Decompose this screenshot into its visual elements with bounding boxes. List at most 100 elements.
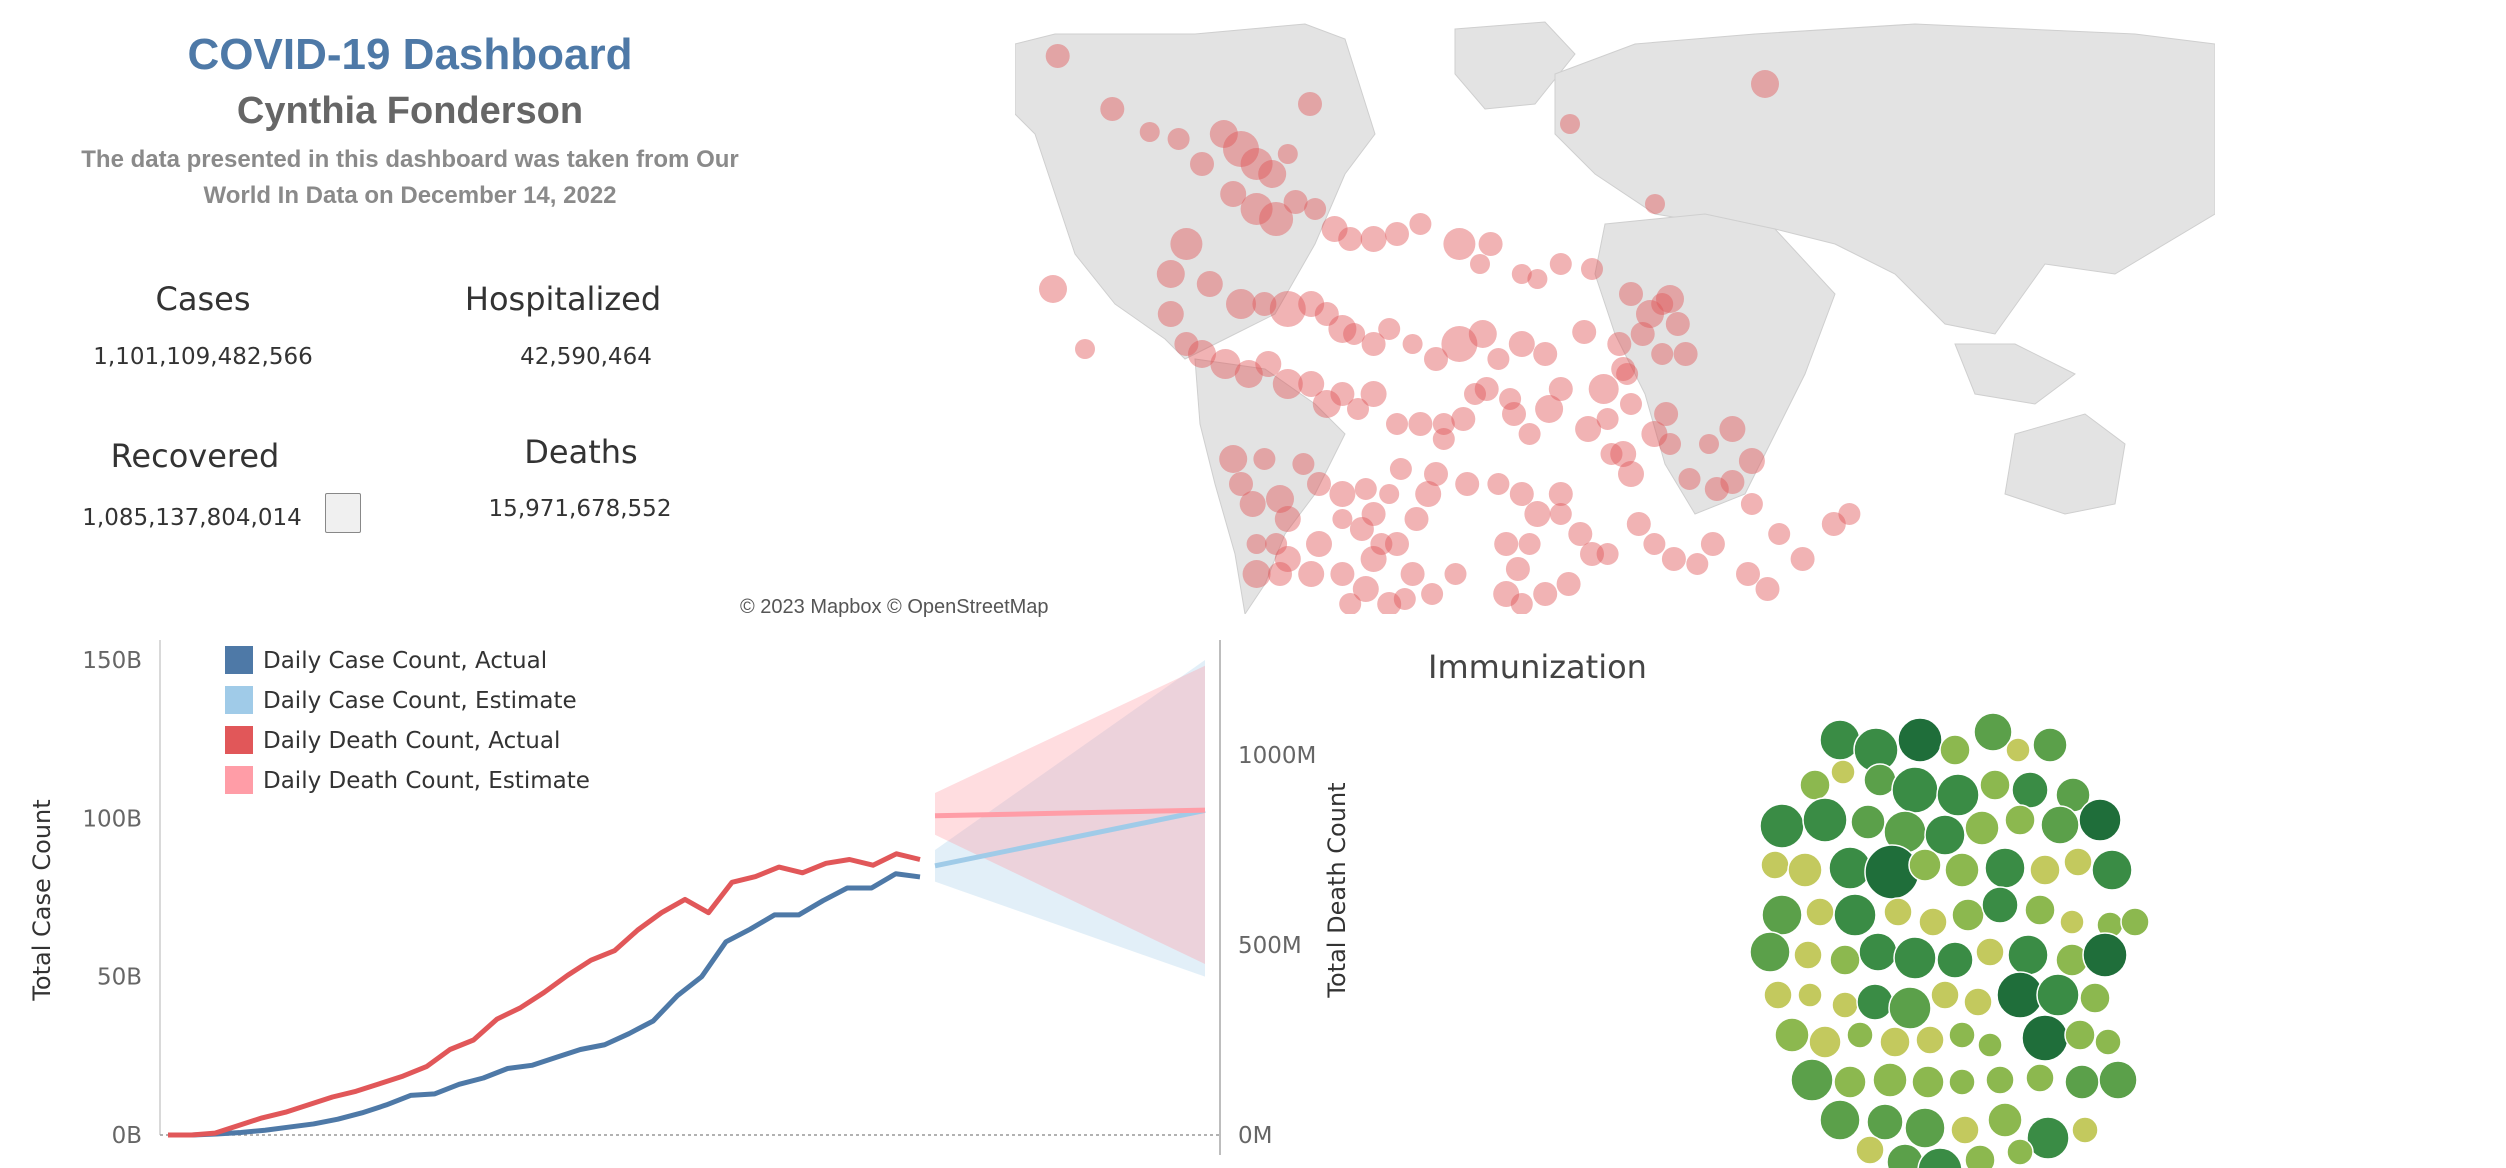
- map-bubble[interactable]: [1518, 423, 1541, 445]
- map-bubble[interactable]: [1510, 593, 1533, 614]
- map-bubble[interactable]: [1156, 260, 1185, 288]
- immunization-bubble[interactable]: [1863, 763, 1897, 797]
- immunization-bubble[interactable]: [1908, 848, 1942, 882]
- map-bubble[interactable]: [1167, 128, 1190, 150]
- map-bubble[interactable]: [1611, 357, 1636, 381]
- world-map[interactable]: [1015, 14, 2215, 614]
- map-bubble[interactable]: [1393, 588, 1416, 610]
- map-bubble[interactable]: [1400, 562, 1425, 586]
- map-bubble[interactable]: [1226, 289, 1256, 319]
- immunization-bubble[interactable]: [1761, 894, 1803, 936]
- map-bubble[interactable]: [1386, 413, 1408, 435]
- immunization-bubble[interactable]: [1749, 931, 1791, 973]
- immunization-bubble[interactable]: [1819, 1099, 1861, 1141]
- map-bubble[interactable]: [1704, 477, 1729, 501]
- map-bubble[interactable]: [1549, 503, 1572, 525]
- immunization-bubble[interactable]: [1891, 766, 1939, 814]
- map-bubble[interactable]: [1277, 144, 1298, 164]
- immunization-bubble[interactable]: [2032, 727, 2068, 763]
- map-bubble[interactable]: [1455, 472, 1480, 496]
- map-bubble[interactable]: [1424, 347, 1448, 371]
- map-bubble[interactable]: [1556, 572, 1581, 596]
- immunization-bubble[interactable]: [1808, 1025, 1842, 1059]
- immunization-bubble[interactable]: [1975, 937, 2005, 967]
- immunization-bubble[interactable]: [1964, 1144, 1996, 1168]
- immunization-bubble[interactable]: [1951, 898, 1985, 932]
- map-bubble[interactable]: [1170, 228, 1203, 260]
- immunization-bubble[interactable]: [2079, 982, 2111, 1014]
- immunization-bubble[interactable]: [2011, 771, 2049, 809]
- map-bubble[interactable]: [1157, 301, 1184, 327]
- map-bubble[interactable]: [1494, 532, 1519, 556]
- map-bubble[interactable]: [1838, 503, 1861, 525]
- map-bubble[interactable]: [1487, 348, 1510, 370]
- immunization-bubble[interactable]: [1897, 717, 1943, 763]
- immunization-bubble[interactable]: [1760, 850, 1790, 880]
- map-bubble[interactable]: [1468, 320, 1497, 348]
- immunization-bubble[interactable]: [2004, 804, 2036, 836]
- immunization-bubble[interactable]: [1915, 1025, 1945, 1055]
- immunization-bubble[interactable]: [2064, 1019, 2096, 1051]
- map-bubble[interactable]: [1651, 343, 1674, 365]
- map-bubble[interactable]: [1258, 160, 1287, 188]
- map-bubble[interactable]: [1821, 512, 1846, 536]
- map-bubble[interactable]: [1535, 395, 1564, 423]
- immunization-bubble[interactable]: [1948, 1021, 1976, 1049]
- immunization-bubble[interactable]: [1950, 1115, 1980, 1145]
- map-bubble[interactable]: [1659, 433, 1681, 455]
- immunization-bubble[interactable]: [1948, 1068, 1976, 1096]
- map-bubble[interactable]: [1636, 300, 1664, 328]
- immunization-bubble[interactable]: [1973, 712, 2013, 752]
- map-bubble[interactable]: [1408, 412, 1433, 436]
- immunization-bubble[interactable]: [1930, 980, 1960, 1010]
- map-bubble[interactable]: [1645, 194, 1665, 214]
- immunization-bubble[interactable]: [1936, 773, 1980, 817]
- immunization-bubble[interactable]: [2040, 805, 2080, 845]
- immunization-bubble-chart[interactable]: [1700, 690, 2220, 1168]
- map-bubble[interactable]: [1415, 481, 1442, 507]
- map-bubble[interactable]: [1533, 342, 1558, 366]
- map-bubble[interactable]: [1220, 181, 1247, 207]
- map-bubble[interactable]: [1509, 482, 1534, 506]
- map-bubble[interactable]: [1298, 561, 1325, 587]
- map-bubble[interactable]: [1274, 506, 1301, 532]
- map-bubble[interactable]: [1329, 481, 1356, 507]
- immunization-bubble[interactable]: [2024, 894, 2056, 926]
- map-bubble[interactable]: [1174, 332, 1199, 356]
- map-bubble[interactable]: [1321, 216, 1348, 242]
- immunization-bubble[interactable]: [1790, 1058, 1834, 1102]
- map-bubble[interactable]: [1610, 441, 1637, 467]
- map-bubble[interactable]: [1139, 122, 1160, 142]
- immunization-bubble[interactable]: [1886, 1143, 1924, 1168]
- map-bubble[interactable]: [1600, 443, 1623, 465]
- map-bubble[interactable]: [1330, 562, 1355, 586]
- immunization-bubble[interactable]: [1855, 1135, 1885, 1165]
- map-bubble[interactable]: [1409, 213, 1432, 235]
- immunization-bubble[interactable]: [1977, 1032, 2003, 1058]
- immunization-bubble[interactable]: [1904, 1107, 1946, 1149]
- map-bubble[interactable]: [1432, 413, 1455, 435]
- map-bubble[interactable]: [1620, 393, 1642, 415]
- map-bubble[interactable]: [1252, 292, 1277, 316]
- map-bubble[interactable]: [1378, 318, 1401, 340]
- immunization-bubble[interactable]: [2059, 909, 2085, 935]
- map-bubble[interactable]: [1768, 523, 1791, 545]
- map-bubble[interactable]: [1502, 402, 1526, 426]
- map-bubble[interactable]: [1673, 342, 1698, 366]
- map-bubble[interactable]: [1607, 332, 1632, 356]
- map-bubble[interactable]: [1700, 532, 1725, 556]
- map-bubble[interactable]: [1686, 553, 1709, 575]
- kpi-toggle-box[interactable]: [325, 493, 361, 533]
- immunization-bubble[interactable]: [2071, 1116, 2099, 1144]
- immunization-bubble[interactable]: [1805, 897, 1835, 927]
- map-bubble[interactable]: [1389, 458, 1412, 480]
- map-bubble[interactable]: [1283, 190, 1308, 214]
- map-bubble[interactable]: [1314, 302, 1339, 326]
- map-bubble[interactable]: [1242, 560, 1271, 588]
- immunization-bubble[interactable]: [1829, 944, 1861, 976]
- immunization-bubble[interactable]: [1850, 804, 1886, 840]
- map-bubble[interactable]: [1045, 44, 1070, 68]
- map-bubble[interactable]: [1736, 562, 1760, 586]
- immunization-bubble[interactable]: [1833, 893, 1877, 937]
- map-bubble[interactable]: [1508, 331, 1535, 357]
